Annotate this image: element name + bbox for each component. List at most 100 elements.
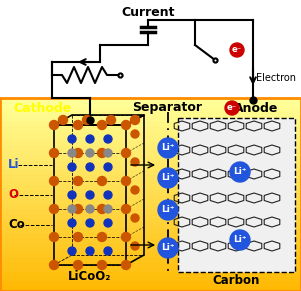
Circle shape <box>49 205 58 214</box>
Text: Separator: Separator <box>132 102 202 114</box>
Circle shape <box>104 191 112 199</box>
Bar <box>0 272 301 277</box>
Circle shape <box>68 135 76 143</box>
Circle shape <box>104 135 112 143</box>
Bar <box>0 141 301 147</box>
Bar <box>0 262 301 267</box>
Bar <box>0 286 301 291</box>
Circle shape <box>49 120 58 129</box>
Bar <box>0 233 301 238</box>
Circle shape <box>158 238 178 258</box>
Text: O: O <box>8 189 18 201</box>
Text: Co: Co <box>8 219 25 232</box>
Circle shape <box>98 120 107 129</box>
Bar <box>0 190 301 195</box>
Text: e⁻: e⁻ <box>232 45 242 54</box>
Bar <box>0 122 301 127</box>
Bar <box>0 185 301 190</box>
Bar <box>0 204 301 210</box>
Text: Cathode: Cathode <box>13 102 71 114</box>
Bar <box>0 175 301 180</box>
Text: Current: Current <box>121 6 175 19</box>
Circle shape <box>86 135 94 143</box>
Circle shape <box>230 230 250 250</box>
Circle shape <box>122 260 131 269</box>
Bar <box>0 243 301 248</box>
Circle shape <box>68 247 76 255</box>
Bar <box>0 113 301 118</box>
Text: Anode: Anode <box>234 102 278 114</box>
Circle shape <box>68 219 76 227</box>
Circle shape <box>230 162 250 182</box>
Bar <box>0 127 301 132</box>
Bar <box>0 108 301 113</box>
Bar <box>0 238 301 243</box>
Circle shape <box>73 177 82 185</box>
Circle shape <box>86 191 94 199</box>
Circle shape <box>98 260 107 269</box>
Circle shape <box>98 205 107 214</box>
Bar <box>0 98 301 103</box>
Circle shape <box>131 116 139 125</box>
Bar <box>0 257 301 262</box>
Bar <box>0 209 301 214</box>
Circle shape <box>86 163 94 171</box>
Bar <box>0 281 301 287</box>
Text: Li⁺: Li⁺ <box>161 205 175 214</box>
Circle shape <box>158 138 178 158</box>
Text: Li⁺: Li⁺ <box>161 244 175 253</box>
Bar <box>0 156 301 161</box>
Circle shape <box>68 163 76 171</box>
Bar <box>0 170 301 176</box>
Bar <box>0 199 301 205</box>
Circle shape <box>49 148 58 157</box>
Circle shape <box>104 219 112 227</box>
Circle shape <box>49 177 58 185</box>
Bar <box>0 252 301 258</box>
Bar <box>0 161 301 166</box>
Circle shape <box>86 149 94 157</box>
Circle shape <box>49 260 58 269</box>
Bar <box>0 267 301 272</box>
Text: Li⁺: Li⁺ <box>161 173 175 182</box>
Circle shape <box>86 219 94 227</box>
Circle shape <box>73 205 82 214</box>
Bar <box>0 117 301 123</box>
Circle shape <box>68 149 76 157</box>
Bar <box>0 151 301 156</box>
Circle shape <box>104 205 112 213</box>
Circle shape <box>122 233 131 242</box>
Circle shape <box>104 149 112 157</box>
Circle shape <box>230 43 244 57</box>
Text: Li⁺: Li⁺ <box>233 168 247 177</box>
Bar <box>0 194 301 200</box>
Bar <box>0 228 301 234</box>
Circle shape <box>68 191 76 199</box>
Circle shape <box>73 260 82 269</box>
Circle shape <box>98 233 107 242</box>
Circle shape <box>131 158 139 166</box>
Circle shape <box>122 120 131 129</box>
Bar <box>0 219 301 224</box>
Circle shape <box>73 233 82 242</box>
Bar <box>0 223 301 229</box>
Bar <box>0 248 301 253</box>
Text: Electron: Electron <box>256 73 296 83</box>
Circle shape <box>158 200 178 220</box>
Bar <box>0 98 301 291</box>
Circle shape <box>98 177 107 185</box>
Circle shape <box>73 120 82 129</box>
Bar <box>0 180 301 185</box>
Circle shape <box>86 205 94 213</box>
Bar <box>178 118 295 272</box>
Circle shape <box>104 247 112 255</box>
Circle shape <box>122 148 131 157</box>
Bar <box>0 136 301 142</box>
Circle shape <box>104 163 112 171</box>
Bar <box>0 276 301 282</box>
Circle shape <box>131 214 139 222</box>
Bar <box>0 166 301 171</box>
Text: Li⁺: Li⁺ <box>161 143 175 152</box>
Text: Carbon: Carbon <box>212 274 260 287</box>
Bar <box>0 132 301 137</box>
